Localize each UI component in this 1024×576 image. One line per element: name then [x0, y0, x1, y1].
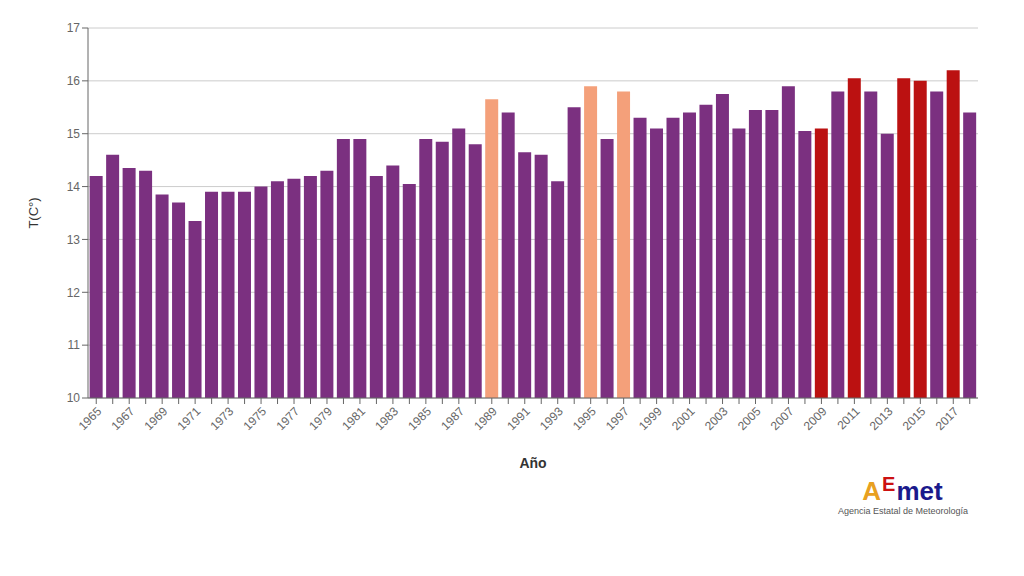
svg-text:1997: 1997 — [603, 404, 632, 433]
svg-text:2007: 2007 — [768, 404, 797, 433]
svg-text:1977: 1977 — [273, 404, 302, 433]
svg-text:Año: Año — [519, 455, 546, 471]
svg-text:T(C°): T(C°) — [26, 197, 41, 228]
svg-text:1967: 1967 — [109, 404, 138, 433]
svg-text:10: 10 — [67, 391, 81, 405]
svg-text:2013: 2013 — [867, 404, 896, 433]
svg-text:1987: 1987 — [438, 404, 467, 433]
svg-text:1989: 1989 — [471, 404, 500, 433]
svg-text:2001: 2001 — [669, 404, 698, 433]
svg-text:1979: 1979 — [306, 404, 335, 433]
svg-text:2005: 2005 — [735, 404, 764, 433]
svg-text:17: 17 — [67, 21, 81, 35]
svg-text:2017: 2017 — [933, 404, 962, 433]
svg-text:1971: 1971 — [174, 404, 203, 433]
svg-text:1991: 1991 — [504, 404, 533, 433]
svg-text:2011: 2011 — [834, 404, 862, 432]
svg-text:1975: 1975 — [240, 404, 269, 433]
svg-text:1993: 1993 — [537, 404, 566, 433]
svg-text:1985: 1985 — [405, 404, 434, 433]
svg-text:1999: 1999 — [636, 404, 665, 433]
svg-text:2015: 2015 — [900, 404, 929, 433]
svg-text:16: 16 — [67, 74, 81, 88]
html-text:AEmet: AEmet — [862, 473, 943, 506]
svg-text:1983: 1983 — [372, 404, 401, 433]
svg-text:1965: 1965 — [76, 404, 105, 433]
svg-text:13: 13 — [67, 233, 81, 247]
svg-text:15: 15 — [67, 127, 81, 141]
svg-text:1973: 1973 — [207, 404, 236, 433]
svg-text:12: 12 — [67, 286, 81, 300]
svg-text:1981: 1981 — [339, 404, 368, 433]
svg-text:11: 11 — [68, 338, 81, 352]
svg-text:1969: 1969 — [142, 404, 171, 433]
svg-text:1995: 1995 — [570, 404, 599, 433]
html-text:Agencia Estatal de Meteorologí: Agencia Estatal de Meteorología — [837, 506, 968, 516]
svg-text:14: 14 — [67, 180, 81, 194]
svg-text:2009: 2009 — [801, 404, 830, 433]
svg-text:2003: 2003 — [702, 404, 731, 433]
